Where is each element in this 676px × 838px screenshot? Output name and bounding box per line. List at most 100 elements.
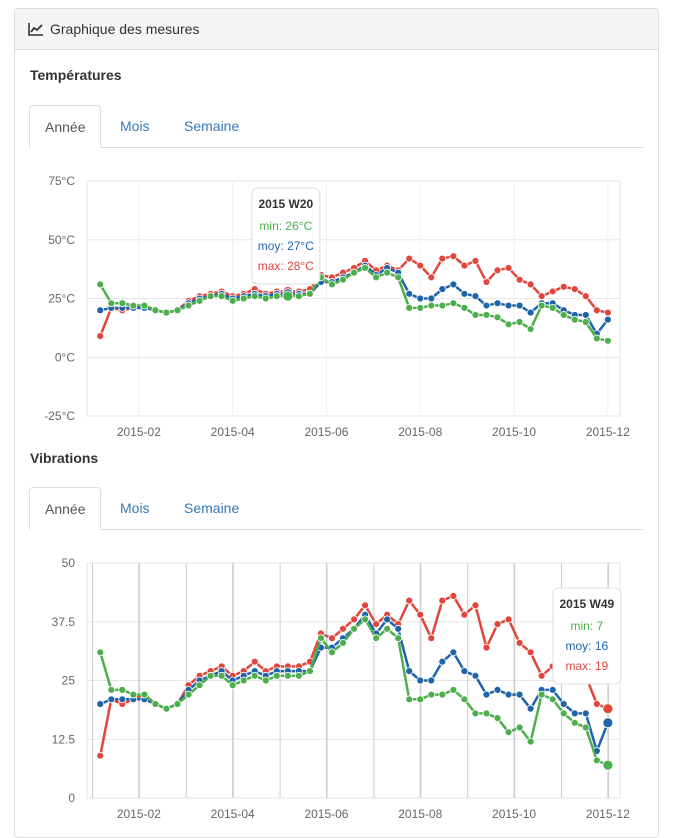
data-point-moy[interactable] [107,695,116,704]
data-point-moy[interactable] [449,280,458,289]
data-point-min[interactable] [217,292,226,301]
data-point-max[interactable] [449,592,458,600]
data-point-max[interactable] [405,596,414,605]
data-point-min[interactable] [548,303,557,312]
data-point-min[interactable] [261,294,270,303]
data-point-min[interactable] [140,690,149,699]
data-point-min[interactable] [317,634,325,643]
data-point-max[interactable] [427,273,436,282]
data-point-min[interactable] [416,695,425,704]
data-point-moy[interactable] [570,709,579,718]
tab-annee[interactable]: Année [29,487,101,530]
data-point-min[interactable] [173,700,182,708]
data-point-min[interactable] [460,303,469,312]
data-point-moy[interactable] [548,685,557,694]
data-point-min[interactable] [306,667,314,676]
data-point-min[interactable] [471,311,480,319]
data-point-min[interactable] [471,709,480,718]
data-point-min[interactable] [250,292,259,301]
data-point-min[interactable] [118,685,127,694]
data-point-min[interactable] [394,273,403,282]
data-point-moy[interactable] [471,671,480,680]
data-point-min[interactable] [504,320,513,329]
data-point-min[interactable] [460,695,469,704]
data-point-min[interactable] [581,723,590,732]
data-point-max[interactable] [471,257,480,265]
data-point-moy[interactable] [416,294,425,303]
data-point-min[interactable] [449,685,458,694]
data-point-min[interactable] [107,685,116,694]
data-point-min[interactable] [184,301,193,310]
data-point-min[interactable] [206,671,215,680]
data-point-min[interactable] [206,292,215,301]
data-point-min[interactable] [581,318,590,326]
data-point-min[interactable] [383,624,392,633]
data-point-max[interactable] [438,596,447,605]
data-point-min[interactable] [239,294,248,303]
data-point-min[interactable] [184,690,193,699]
data-point-moy[interactable] [504,301,513,310]
data-point-min[interactable] [140,301,149,310]
data-point-max[interactable] [581,292,590,301]
data-point-moy[interactable] [526,308,535,317]
data-point-min[interactable] [173,306,182,315]
data-point-min[interactable] [228,681,237,690]
data-point-max[interactable] [504,615,513,624]
data-point-min[interactable] [438,301,447,310]
data-point-min[interactable] [372,634,381,643]
data-point-min[interactable] [526,737,535,746]
data-point-max[interactable] [482,278,491,286]
data-point-min[interactable] [449,299,458,308]
data-point-max[interactable] [526,280,535,289]
data-point-min[interactable] [328,280,336,289]
data-point-max[interactable] [548,287,557,296]
data-point-moy[interactable] [449,648,458,657]
data-point-max[interactable] [449,252,458,261]
data-point-min[interactable] [96,280,105,289]
data-point-moy[interactable] [581,709,590,718]
data-point-min[interactable] [129,690,138,699]
data-point-max[interactable] [96,751,105,760]
data-point-max[interactable] [438,254,447,263]
data-point-max[interactable] [339,624,347,633]
data-point-max[interactable] [559,282,568,291]
data-point-max[interactable] [361,601,369,610]
tab-mois[interactable]: Mois [120,118,150,134]
data-point-moy[interactable] [96,306,105,315]
data-point-min[interactable] [515,318,524,326]
data-point-min[interactable] [592,756,601,765]
data-point-min[interactable] [151,700,160,708]
data-point-max[interactable] [471,601,480,610]
data-point-min[interactable] [96,648,105,657]
data-point-max[interactable] [493,620,502,628]
data-point-min[interactable] [372,273,381,282]
data-point-min[interactable] [306,289,314,298]
data-point-min[interactable] [570,315,579,324]
data-point-max[interactable] [328,634,336,643]
data-point-min[interactable] [328,648,336,657]
data-point-min[interactable] [129,301,138,310]
data-point-moy[interactable] [405,289,414,298]
data-point-moy[interactable] [493,299,502,308]
data-point-max[interactable] [460,610,469,619]
data-point-moy[interactable] [526,704,535,713]
data-point-moy[interactable] [515,690,524,699]
data-point-max[interactable] [603,308,612,317]
data-point-moy[interactable] [493,685,502,694]
data-point-max[interactable] [526,648,535,657]
data-point-min[interactable] [515,723,524,732]
data-point-min[interactable] [339,639,347,647]
data-point-moy[interactable] [427,294,436,303]
data-point-min[interactable] [282,290,294,302]
data-point-max[interactable] [350,615,358,624]
data-point-moy[interactable] [504,690,513,699]
data-point-min[interactable] [559,709,568,718]
data-point-min[interactable] [405,695,414,704]
tab-semaine[interactable]: Semaine [184,118,240,134]
data-point-max[interactable] [537,671,546,680]
data-point-moy[interactable] [118,695,127,704]
data-point-min[interactable] [416,303,425,312]
data-point-max[interactable] [515,275,524,284]
data-point-moy[interactable] [383,615,392,624]
data-point-max[interactable] [372,620,381,628]
